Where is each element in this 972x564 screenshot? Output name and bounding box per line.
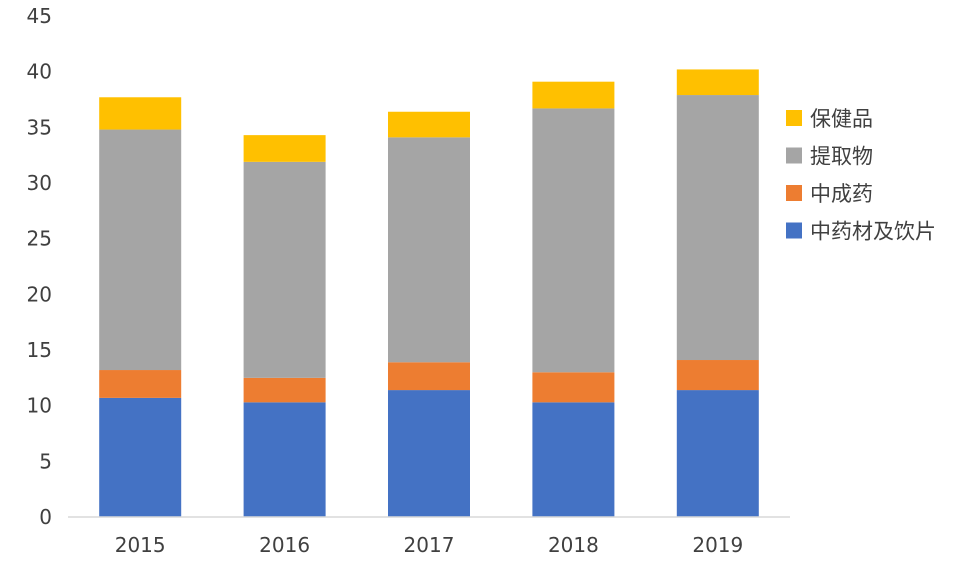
bar-segment (243, 135, 326, 162)
y-tick-label: 10 (27, 394, 52, 418)
bar-segment (243, 377, 326, 403)
bar-segment (99, 97, 182, 130)
legend-swatch (786, 110, 802, 126)
bar-segment (676, 95, 759, 361)
bar-segment (388, 137, 470, 363)
y-tick-label: 5 (39, 449, 52, 473)
legend-swatch (786, 147, 802, 164)
bar-stacks (99, 69, 759, 517)
bar-segment (243, 161, 326, 378)
legend-swatch (786, 185, 802, 201)
legend-swatch (786, 222, 802, 239)
y-tick-label: 0 (39, 505, 52, 529)
legend-label: 中成药 (810, 182, 873, 206)
x-tick-label: 2019 (692, 533, 743, 557)
x-tick-label: 2018 (548, 533, 599, 557)
y-tick-label: 40 (27, 60, 52, 84)
bar-segment (532, 402, 615, 517)
y-tick-label: 35 (27, 115, 52, 139)
x-axis-ticks: 2015 2016 2017 2018 2019 (115, 533, 744, 557)
bar-segment (532, 372, 615, 403)
y-axis-ticks: 0 5 10 15 20 25 30 35 40 45 (27, 4, 52, 529)
y-tick-label: 45 (27, 4, 52, 28)
y-tick-label: 20 (27, 282, 52, 306)
bar-segment (99, 397, 182, 517)
bar-segment (388, 111, 470, 138)
y-tick-label: 15 (27, 338, 52, 362)
y-tick-label: 25 (27, 227, 52, 251)
bar-segment (676, 390, 759, 517)
bar-segment (243, 402, 326, 517)
legend-label: 保健品 (810, 107, 873, 131)
bar-segment (99, 129, 182, 371)
bar-segment (99, 370, 182, 398)
legend-label: 中药材及饮片 (810, 220, 936, 244)
bar-segment (676, 360, 759, 391)
bar-segment (532, 108, 615, 373)
bar-segment (388, 362, 470, 391)
x-tick-label: 2017 (404, 533, 455, 557)
bar-segment (532, 81, 615, 109)
y-tick-label: 30 (27, 171, 52, 195)
x-tick-label: 2015 (115, 533, 166, 557)
bar-segment (388, 390, 470, 517)
bar-segment (676, 69, 759, 96)
legend-label: 提取物 (810, 145, 873, 169)
x-tick-label: 2016 (259, 533, 310, 557)
